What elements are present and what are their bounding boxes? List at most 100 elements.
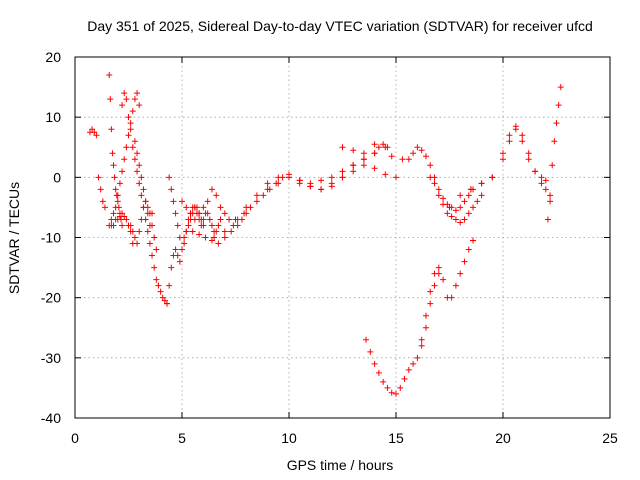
y-tick-label: 0 bbox=[53, 169, 61, 185]
data-point bbox=[183, 204, 190, 211]
data-point bbox=[121, 90, 128, 97]
data-point bbox=[382, 171, 389, 178]
data-point bbox=[151, 234, 158, 241]
data-point bbox=[119, 222, 126, 229]
data-point bbox=[542, 186, 549, 193]
data-point bbox=[228, 228, 235, 235]
data-point bbox=[200, 216, 207, 223]
data-point bbox=[166, 282, 173, 289]
data-point bbox=[328, 183, 335, 190]
data-point bbox=[350, 147, 357, 154]
data-point bbox=[111, 174, 118, 181]
data-point bbox=[553, 120, 560, 127]
data-point bbox=[461, 216, 468, 223]
data-point bbox=[213, 228, 220, 235]
data-point bbox=[393, 174, 399, 181]
data-point bbox=[519, 132, 526, 139]
series-arc-x bbox=[418, 264, 442, 343]
data-point bbox=[208, 222, 215, 229]
data-point bbox=[422, 312, 429, 319]
x-tick-label: 10 bbox=[281, 430, 297, 446]
data-point bbox=[217, 216, 224, 223]
data-point bbox=[153, 276, 160, 283]
data-point bbox=[457, 219, 464, 226]
data-point bbox=[196, 210, 203, 217]
data-point bbox=[399, 156, 406, 163]
data-point bbox=[367, 348, 374, 355]
series-arc-d bbox=[106, 90, 143, 229]
data-point bbox=[542, 177, 549, 184]
data-point bbox=[146, 222, 153, 229]
data-point bbox=[191, 204, 198, 211]
data-point bbox=[174, 252, 181, 259]
x-tick-label: 20 bbox=[495, 430, 511, 446]
data-point bbox=[448, 213, 455, 220]
data-point bbox=[144, 228, 151, 235]
data-point bbox=[131, 138, 138, 145]
data-point bbox=[457, 192, 464, 199]
series-arc-b bbox=[95, 174, 108, 211]
data-point bbox=[166, 174, 173, 181]
series-arc-t bbox=[446, 126, 554, 211]
data-point bbox=[375, 369, 382, 376]
data-point bbox=[380, 378, 387, 385]
data-point bbox=[109, 150, 116, 157]
y-tick-label: -30 bbox=[41, 350, 61, 366]
series-arc-u bbox=[467, 123, 549, 193]
data-point bbox=[371, 141, 378, 148]
series-arc-s bbox=[427, 174, 485, 226]
data-point bbox=[116, 180, 123, 187]
data-point bbox=[131, 96, 138, 103]
data-point bbox=[189, 228, 196, 235]
data-point bbox=[161, 297, 168, 304]
data-point bbox=[401, 375, 408, 382]
data-point bbox=[371, 360, 378, 367]
data-point bbox=[275, 180, 282, 187]
data-point bbox=[286, 174, 292, 181]
series-arc-h bbox=[131, 138, 156, 229]
data-point bbox=[149, 210, 156, 217]
data-point bbox=[121, 156, 128, 163]
data-point bbox=[467, 186, 474, 193]
data-point bbox=[89, 126, 96, 133]
x-tick-label: 0 bbox=[71, 430, 79, 446]
data-point bbox=[435, 264, 442, 271]
data-point bbox=[264, 180, 271, 187]
data-point bbox=[431, 282, 438, 289]
data-point bbox=[114, 198, 121, 205]
data-point bbox=[204, 210, 211, 217]
data-point bbox=[107, 96, 114, 103]
data-point bbox=[470, 204, 477, 211]
data-point bbox=[418, 342, 425, 349]
series-arc-m bbox=[211, 150, 378, 241]
data-point bbox=[136, 180, 143, 187]
data-point bbox=[444, 210, 451, 217]
data-point bbox=[196, 231, 203, 238]
data-point bbox=[206, 216, 213, 223]
data-point bbox=[260, 192, 267, 199]
data-point bbox=[129, 108, 136, 115]
data-point bbox=[146, 240, 153, 247]
data-point bbox=[234, 222, 241, 229]
data-point bbox=[119, 102, 126, 109]
data-point bbox=[134, 90, 141, 97]
data-point bbox=[388, 389, 395, 396]
data-point bbox=[410, 150, 417, 157]
data-point bbox=[170, 198, 177, 205]
data-points bbox=[86, 72, 564, 397]
data-point bbox=[418, 336, 425, 343]
data-point bbox=[448, 294, 455, 301]
y-tick-label: -10 bbox=[41, 230, 61, 246]
data-point bbox=[179, 246, 185, 253]
x-tick-label: 5 bbox=[178, 430, 186, 446]
data-point bbox=[138, 216, 145, 223]
data-point bbox=[174, 222, 181, 229]
data-point bbox=[557, 84, 564, 91]
data-point bbox=[221, 210, 228, 217]
data-point bbox=[418, 147, 425, 154]
data-point bbox=[405, 366, 412, 373]
data-point bbox=[538, 180, 545, 187]
data-point bbox=[208, 186, 215, 193]
data-point bbox=[461, 198, 468, 205]
